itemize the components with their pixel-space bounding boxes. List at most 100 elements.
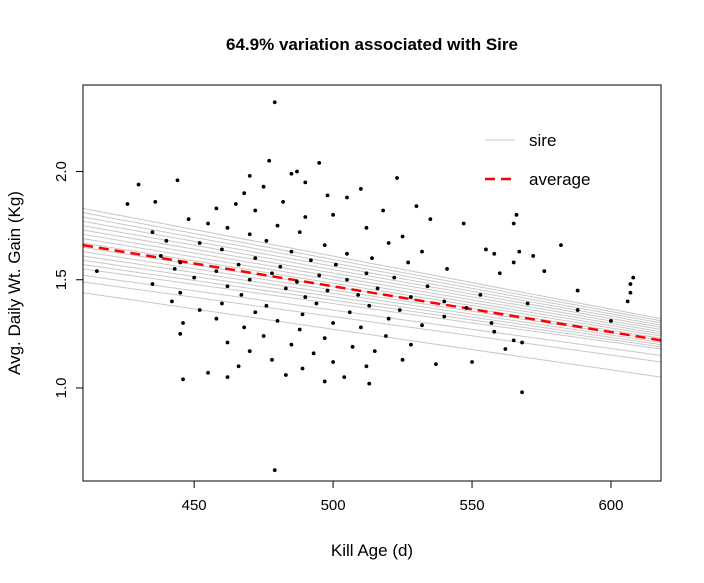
data-point-116 (297, 327, 302, 332)
data-point-85 (375, 286, 380, 291)
data-point-35 (150, 230, 155, 235)
data-point-66 (270, 271, 274, 276)
x-tick-label-500: 500 (321, 497, 346, 514)
y-axis: 1.0 1.5 2.0 (53, 161, 84, 399)
data-point-82 (225, 284, 230, 289)
sire-line-17 (82, 281, 662, 363)
data-point-120 (178, 331, 183, 336)
data-point-81 (150, 282, 155, 286)
data-point-75 (392, 275, 397, 280)
data-point-101 (197, 308, 202, 312)
chart-title: 64.9% variation associated with Sire (226, 35, 518, 54)
data-point-138 (470, 360, 474, 364)
data-point-12 (358, 186, 363, 191)
data-point-133 (372, 349, 377, 354)
data-point-2 (267, 158, 272, 163)
data-point-77 (631, 275, 636, 280)
sire-line-2 (82, 212, 662, 322)
data-point-9 (136, 182, 141, 187)
data-point-88 (178, 290, 183, 295)
data-point-147 (225, 375, 230, 380)
data-point-42 (322, 243, 327, 248)
data-point-150 (520, 390, 524, 395)
sire-line-16 (82, 274, 662, 356)
data-point-90 (303, 295, 308, 299)
data-point-25 (461, 221, 466, 226)
data-point-94 (170, 299, 174, 304)
data-point-84 (325, 288, 330, 293)
data-point-127 (225, 340, 230, 345)
data-point-56 (531, 254, 536, 258)
data-point-28 (331, 212, 335, 217)
data-point-48 (220, 247, 224, 252)
data-point-136 (331, 360, 335, 364)
data-point-132 (311, 351, 316, 356)
sire-line-12 (82, 255, 662, 344)
data-point-122 (322, 336, 327, 341)
data-point-15 (345, 195, 349, 200)
y-tick-label-0: 1.0 (53, 378, 70, 399)
data-point-146 (181, 377, 185, 382)
data-point-143 (206, 370, 210, 375)
data-point-67 (317, 273, 322, 278)
data-point-103 (300, 312, 305, 317)
data-point-89 (239, 293, 244, 297)
y-tick-label-1: 1.5 (53, 269, 70, 290)
data-point-44 (559, 243, 563, 248)
y-axis-label: Avg. Daily Wt. Gain (Kg) (5, 191, 24, 375)
data-point-115 (242, 325, 247, 330)
sire-line-9 (82, 242, 662, 337)
data-point-62 (511, 260, 516, 265)
data-point-13 (242, 191, 247, 196)
legend: sire average (485, 131, 590, 189)
x-tick-label-550: 550 (460, 497, 485, 514)
data-point-4 (289, 171, 294, 176)
data-point-134 (503, 347, 508, 351)
data-point-117 (358, 325, 363, 330)
data-point-74 (345, 277, 349, 282)
data-point-27 (303, 215, 308, 219)
data-point-131 (247, 349, 252, 354)
data-point-92 (409, 295, 413, 299)
data-point-148 (322, 379, 327, 384)
data-point-16 (153, 199, 158, 204)
data-point-33 (364, 225, 369, 230)
data-point-118 (420, 323, 424, 328)
data-point-59 (278, 264, 283, 269)
data-point-58 (236, 262, 241, 267)
data-point-17 (233, 202, 238, 206)
sire-line-6 (82, 229, 662, 331)
data-point-140 (300, 366, 305, 371)
data-point-3 (317, 161, 322, 165)
data-point-100 (525, 301, 530, 306)
data-point-70 (542, 269, 547, 273)
data-point-105 (397, 308, 402, 312)
data-point-39 (164, 238, 169, 243)
data-point-76 (497, 271, 502, 276)
data-point-95 (220, 301, 224, 306)
data-point-68 (364, 271, 369, 276)
data-point-60 (333, 262, 338, 267)
data-point-108 (214, 316, 219, 321)
data-point-128 (289, 342, 294, 347)
data-point-144 (283, 373, 288, 377)
data-point-130 (409, 342, 413, 347)
data-point-29 (428, 217, 433, 222)
data-point-119 (489, 321, 494, 325)
data-point-104 (347, 310, 352, 315)
data-point-111 (386, 316, 391, 321)
data-point-112 (442, 314, 447, 319)
x-tick-label-600: 600 (598, 497, 623, 514)
sire-line-5 (82, 225, 662, 328)
data-point-5 (295, 169, 299, 174)
data-point-63 (94, 269, 99, 273)
sire-line-15 (82, 268, 662, 350)
data-point-79 (628, 290, 633, 295)
data-point-49 (289, 249, 294, 254)
data-point-10 (261, 184, 266, 189)
data-point-121 (261, 334, 266, 338)
data-point-8 (175, 178, 180, 183)
y-tick-label-2: 2.0 (53, 161, 70, 182)
data-point-55 (370, 256, 374, 261)
